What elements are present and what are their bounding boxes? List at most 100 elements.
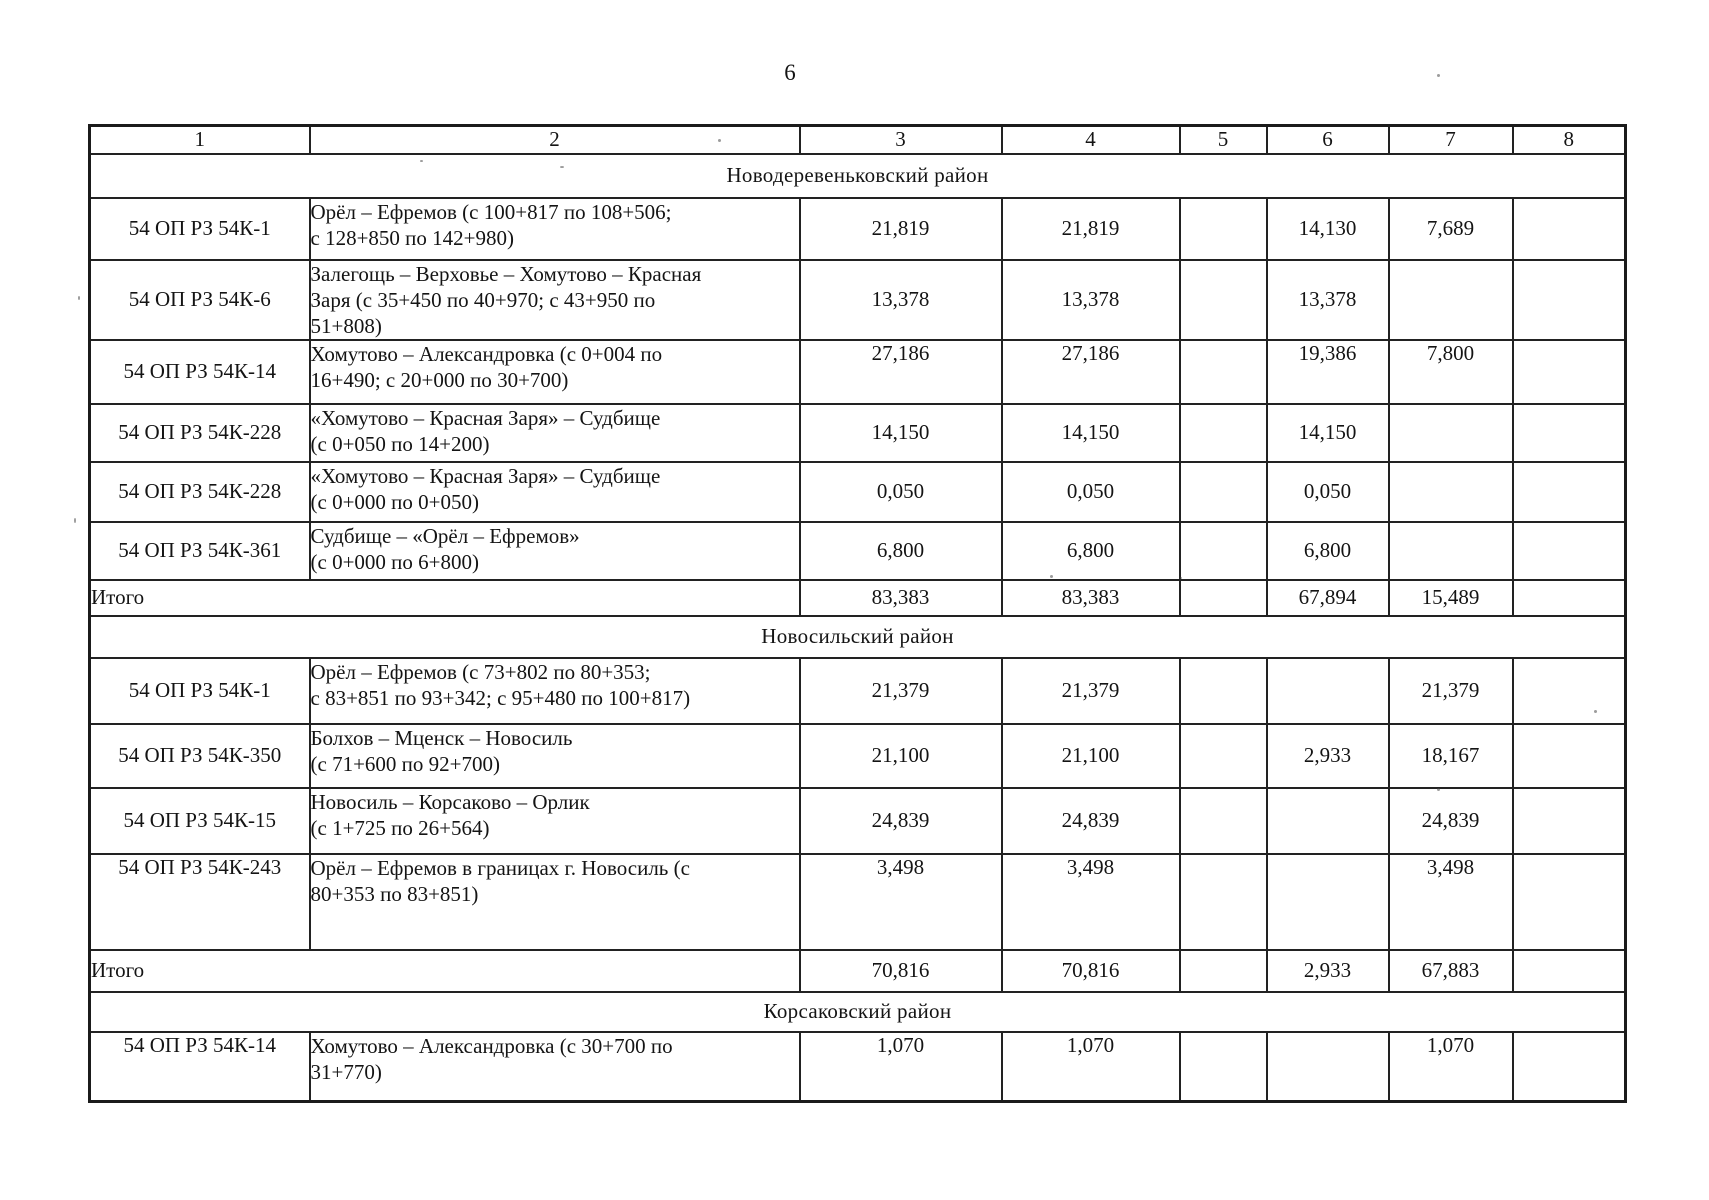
total-row: Итого 83,383 83,383 67,894 15,489 — [88, 578, 1627, 617]
value-cell — [1511, 520, 1627, 581]
value-cell — [1511, 1030, 1627, 1103]
value-cell — [1178, 520, 1268, 581]
scan-speckle — [420, 160, 423, 162]
value-cell: 27,186 — [1000, 338, 1181, 405]
value-cell — [1511, 196, 1627, 261]
scan-speckle — [1180, 577, 1182, 579]
value-cell: 6,800 — [1265, 520, 1390, 581]
value-cell: 7,800 — [1387, 338, 1514, 405]
total-value-cell: 2,933 — [1265, 948, 1390, 993]
scan-speckle — [1437, 788, 1440, 791]
total-value-cell — [1178, 948, 1268, 993]
table-row: 54 ОП РЗ 54К-228 «Хомутово – Красная Зар… — [88, 460, 1627, 523]
value-cell: 24,839 — [1000, 786, 1181, 855]
value-cell — [1511, 258, 1627, 341]
road-name: Орёл – Ефремов в границах г. Новосиль (с… — [308, 852, 801, 951]
road-name: «Хомутово – Красная Заря» – Судбище (с 0… — [308, 460, 801, 523]
total-value-cell: 67,883 — [1387, 948, 1514, 993]
road-code: 54 ОП РЗ 54К-350 — [88, 722, 311, 789]
scan-speckle — [1050, 575, 1053, 578]
value-cell — [1178, 338, 1268, 405]
value-cell: 21,819 — [798, 196, 1003, 261]
column-header-4: 4 — [1000, 124, 1181, 155]
value-cell — [1178, 1030, 1268, 1103]
value-cell: 2,933 — [1265, 722, 1390, 789]
road-name: Болхов – Мценск – Новосиль (с 71+600 по … — [308, 722, 801, 789]
scan-speckle — [74, 518, 76, 523]
district-header: Новодеревеньковский район — [88, 152, 1627, 199]
total-value-cell — [1511, 578, 1627, 617]
value-cell — [1178, 852, 1268, 951]
value-cell: 24,839 — [1387, 786, 1514, 855]
column-header-8: 8 — [1511, 124, 1627, 155]
district-header: Новосильский район — [88, 614, 1627, 659]
value-cell: 1,070 — [1000, 1030, 1181, 1103]
table-row: 54 ОП РЗ 54К-350 Болхов – Мценск – Новос… — [88, 722, 1627, 789]
total-value-cell: 15,489 — [1387, 578, 1514, 617]
value-cell — [1511, 852, 1627, 951]
value-cell: 21,379 — [798, 656, 1003, 725]
value-cell: 21,819 — [1000, 196, 1181, 261]
road-code: 54 ОП РЗ 54К-1 — [88, 196, 311, 261]
value-cell: 1,070 — [1387, 1030, 1514, 1103]
road-name: Орёл – Ефремов (с 73+802 по 80+353; с 83… — [308, 656, 801, 725]
value-cell: 14,150 — [1000, 402, 1181, 463]
road-name: «Хомутово – Красная Заря» – Судбище (с 0… — [308, 402, 801, 463]
scan-speckle — [1437, 74, 1440, 77]
road-code: 54 ОП РЗ 54К-1 — [88, 656, 311, 725]
road-code: 54 ОП РЗ 54К-6 — [88, 258, 311, 341]
value-cell — [1387, 460, 1514, 523]
value-cell: 14,130 — [1265, 196, 1390, 261]
value-cell: 14,150 — [798, 402, 1003, 463]
value-cell: 27,186 — [798, 338, 1003, 405]
road-name: Судбище – «Орёл – Ефремов» (с 0+000 по 6… — [308, 520, 801, 581]
scan-speckle — [718, 139, 721, 142]
road-code: 54 ОП РЗ 54К-228 — [88, 460, 311, 523]
value-cell — [1511, 338, 1627, 405]
column-header-7: 7 — [1387, 124, 1514, 155]
value-cell: 0,050 — [798, 460, 1003, 523]
road-code: 54 ОП РЗ 54К-228 — [88, 402, 311, 463]
road-name: Хомутово – Александровка (с 30+700 по 31… — [308, 1030, 801, 1103]
value-cell: 3,498 — [798, 852, 1003, 951]
page-number: 6 — [784, 60, 796, 85]
scan-speckle — [1594, 710, 1597, 713]
total-value-cell: 83,383 — [798, 578, 1003, 617]
value-cell — [1511, 722, 1627, 789]
total-value-cell — [1178, 578, 1268, 617]
value-cell: 21,379 — [1387, 656, 1514, 725]
column-header-6: 6 — [1265, 124, 1390, 155]
column-header-1: 1 — [88, 124, 311, 155]
value-cell — [1178, 786, 1268, 855]
value-cell — [1178, 460, 1268, 523]
district-header-row: Новодеревеньковский район — [88, 152, 1627, 199]
value-cell: 0,050 — [1000, 460, 1181, 523]
road-code: 54 ОП РЗ 54К-14 — [88, 1030, 311, 1103]
value-cell — [1178, 722, 1268, 789]
table-row: 54 ОП РЗ 54К-361 Судбище – «Орёл – Ефрем… — [88, 520, 1627, 581]
table-row: 54 ОП РЗ 54К-1 Орёл – Ефремов (с 100+817… — [88, 196, 1627, 261]
scan-speckle — [560, 166, 564, 168]
value-cell — [1511, 460, 1627, 523]
value-cell: 1,070 — [798, 1030, 1003, 1103]
table-row: 54 ОП РЗ 54К-243 Орёл – Ефремов в границ… — [88, 852, 1627, 951]
value-cell: 21,100 — [1000, 722, 1181, 789]
value-cell — [1511, 402, 1627, 463]
value-cell — [1178, 258, 1268, 341]
road-code: 54 ОП РЗ 54К-243 — [88, 852, 311, 951]
value-cell — [1178, 656, 1268, 725]
value-cell: 21,100 — [798, 722, 1003, 789]
total-value-cell: 70,816 — [798, 948, 1003, 993]
value-cell: 0,050 — [1265, 460, 1390, 523]
total-value-cell — [1511, 948, 1627, 993]
value-cell: 3,498 — [1387, 852, 1514, 951]
roads-register-table: 1 2 3 4 5 6 7 8 Новодеревеньковский райо… — [88, 124, 1627, 1104]
road-name: Залегощь – Верховье – Хомутово – Красная… — [308, 258, 801, 341]
total-row: Итого 70,816 70,816 2,933 67,883 — [88, 948, 1627, 993]
total-value-cell: 70,816 — [1000, 948, 1181, 993]
district-header: Корсаковский район — [88, 990, 1627, 1033]
district-header-row: Новосильский район — [88, 614, 1627, 659]
value-cell: 13,378 — [1000, 258, 1181, 341]
table-row: 54 ОП РЗ 54К-15 Новосиль – Корсаково – О… — [88, 786, 1627, 855]
